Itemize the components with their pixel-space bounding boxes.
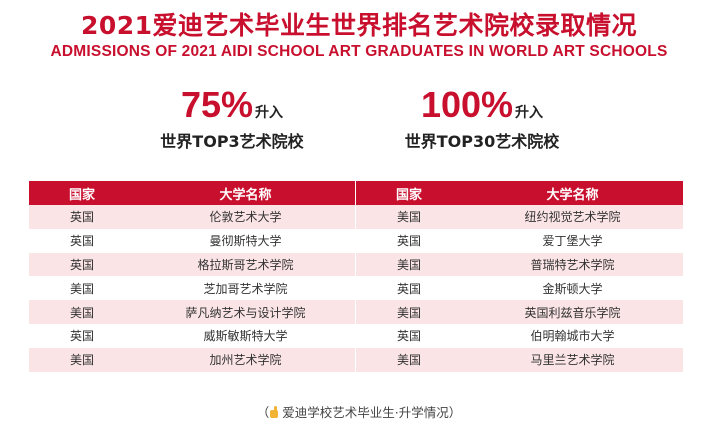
country-cell: 英国 — [29, 252, 135, 277]
school-cell: 芝加哥艺术学院 — [203, 281, 288, 296]
table-row: 美国 纽约视觉艺术学院 — [356, 205, 683, 229]
table-row: 美国 普瑞特艺术学院 — [356, 252, 683, 277]
table-row: 美国 马里兰艺术学院 — [356, 347, 683, 372]
column-header-country: 国家 — [356, 181, 462, 205]
school-cell: 普瑞特艺术学院 — [462, 252, 683, 277]
table-row: 英国 金斯顿大学 — [356, 276, 683, 300]
stat-suffix: 升入 — [515, 105, 544, 121]
school-cell: 加州艺术学院 — [135, 347, 356, 372]
school-cell: 格拉斯哥艺术学院 — [135, 252, 356, 277]
table-row: 美国 萨凡纳艺术与设计学院 — [29, 300, 356, 324]
image-caption: （ 爱迪学校艺术毕业生·升学情况） — [0, 402, 718, 421]
country-cell: 美国 — [356, 347, 462, 372]
stat-description: 世界TOP3艺术院校 — [160, 132, 304, 151]
school-cell: 纽约视觉艺术学院 — [462, 205, 683, 229]
country-cell: 美国 — [356, 300, 462, 324]
pointing-hand-icon — [269, 406, 280, 419]
table-row: 英国 伦敦艺术大学 — [29, 205, 356, 229]
country-cell: 英国 — [396, 281, 421, 296]
page-title: 2021爱迪艺术毕业生世界排名艺术院校录取情况 — [80, 11, 638, 40]
table-row: 英国 威斯敏斯特大学 — [29, 324, 356, 348]
country-cell: 英国 — [29, 205, 135, 229]
country-cell: 美国 — [356, 205, 462, 229]
table-row: 美国 加州艺术学院 — [29, 347, 356, 372]
stat-suffix: 升入 — [255, 105, 284, 121]
caption-text: 爱迪学校艺术毕业生·升学情况） — [282, 405, 462, 420]
country-cell: 英国 — [396, 329, 421, 344]
page-subtitle: ADMISSIONS OF 2021 AIDI SCHOOL ART GRADU… — [50, 43, 668, 60]
table-header-row: 国家 大学名称 — [356, 181, 683, 205]
stat-value: 100% — [420, 84, 514, 125]
table-divider — [355, 181, 356, 372]
school-cell: 伯明翰城市大学 — [530, 329, 615, 344]
table-row: 英国 曼彻斯特大学 — [29, 229, 356, 253]
table-row: 英国 格拉斯哥艺术学院 — [29, 252, 356, 277]
table-row: 美国 芝加哥艺术学院 — [29, 276, 356, 300]
school-cell: 爱丁堡大学 — [542, 234, 603, 249]
school-cell: 伦敦艺术大学 — [135, 205, 356, 229]
table-header-row: 国家 大学名称 — [29, 181, 356, 205]
stat-value: 75% — [180, 84, 254, 125]
table-row: 英国 伯明翰城市大学 — [356, 324, 683, 348]
country-cell: 英国 — [69, 234, 94, 249]
school-cell: 萨凡纳艺术与设计学院 — [135, 300, 356, 324]
admissions-table-left: 国家 大学名称 英国 伦敦艺术大学 英国 曼彻斯特大学 英国 格拉斯哥艺术学院 … — [29, 181, 356, 372]
country-cell: 美国 — [29, 347, 135, 372]
country-cell: 英国 — [396, 234, 421, 249]
stat-top3: 75% 升入 世界TOP3艺术院校 — [122, 84, 342, 152]
admissions-table-right: 国家 大学名称 美国 纽约视觉艺术学院 英国 爱丁堡大学 美国 普瑞特艺术学院 … — [356, 181, 683, 372]
caption-open-paren: （ — [256, 405, 270, 420]
column-header-country: 国家 — [29, 181, 135, 205]
column-header-school: 大学名称 — [462, 181, 683, 205]
stat-description: 世界TOP30艺术院校 — [404, 132, 560, 151]
school-cell: 金斯顿大学 — [542, 281, 603, 296]
stat-top30: 100% 升入 世界TOP30艺术院校 — [372, 84, 592, 152]
school-cell: 马里兰艺术学院 — [462, 347, 683, 372]
country-cell: 美国 — [29, 300, 135, 324]
school-cell: 英国利兹音乐学院 — [462, 300, 683, 324]
table-row: 英国 爱丁堡大学 — [356, 229, 683, 253]
column-header-school: 大学名称 — [135, 181, 356, 205]
country-cell: 美国 — [356, 252, 462, 277]
country-cell: 美国 — [69, 281, 94, 296]
country-cell: 英国 — [69, 329, 94, 344]
school-cell: 曼彻斯特大学 — [209, 234, 282, 249]
school-cell: 威斯敏斯特大学 — [203, 329, 288, 344]
table-row: 美国 英国利兹音乐学院 — [356, 300, 683, 324]
